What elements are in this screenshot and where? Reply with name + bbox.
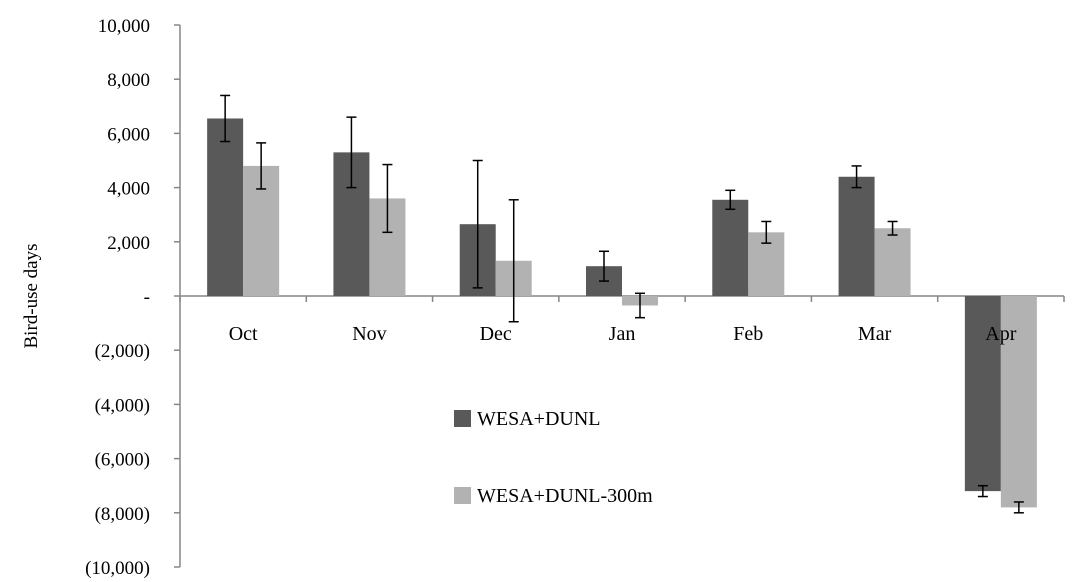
bar-wesa-dunl-300m-apr [1000,296,1037,508]
y-tick-label: (4,000) [95,395,150,416]
category-label-apr: Apr [985,323,1016,345]
y-tick-label: (6,000) [95,450,150,471]
y-tick-label: (8,000) [95,504,150,525]
legend-swatch-wesa-dunl-300m [454,487,471,504]
y-tick-label: 6,000 [107,124,150,145]
legend-label-wesa-dunl-300m: WESA+DUNL-300m [477,485,653,507]
y-tick-label: - [144,287,150,308]
y-tick-label: 10,000 [98,16,150,37]
category-label-mar: Mar [858,323,892,345]
legend: WESA+DUNL WESA+DUNL-300m [454,408,653,507]
bar-wesa-dunl-feb [712,199,749,296]
y-tick-label: 4,000 [107,179,150,200]
category-labels: Oct Nov Dec Jan Feb Mar Apr [229,323,1017,345]
legend-swatch-wesa-dunl [454,410,471,427]
bar-wesa-dunl-mar [838,176,875,296]
bar-wesa-dunl-apr [964,296,1001,492]
bar-wesa-dunl-oct [207,118,244,297]
bars [207,118,1037,508]
y-tick-labels: 10,000 8,000 6,000 4,000 2,000 - (2,000) (4,000… [85,16,150,579]
y-tick-label: 2,000 [107,233,150,254]
error-bars [220,94,1024,514]
legend-label-wesa-dunl: WESA+DUNL [477,408,601,430]
category-label-nov: Nov [352,323,386,345]
category-label-oct: Oct [229,323,258,345]
bar-wesa-dunl-300m-mar [874,228,911,296]
category-label-feb: Feb [733,323,763,345]
category-label-jan: Jan [609,323,636,345]
y-axis-title: Bird-use days [21,243,42,348]
y-tick-label: 8,000 [107,70,150,91]
y-tick-label: (2,000) [95,341,150,362]
y-tick-label: (10,000) [85,558,150,579]
category-label-dec: Dec [480,323,512,345]
